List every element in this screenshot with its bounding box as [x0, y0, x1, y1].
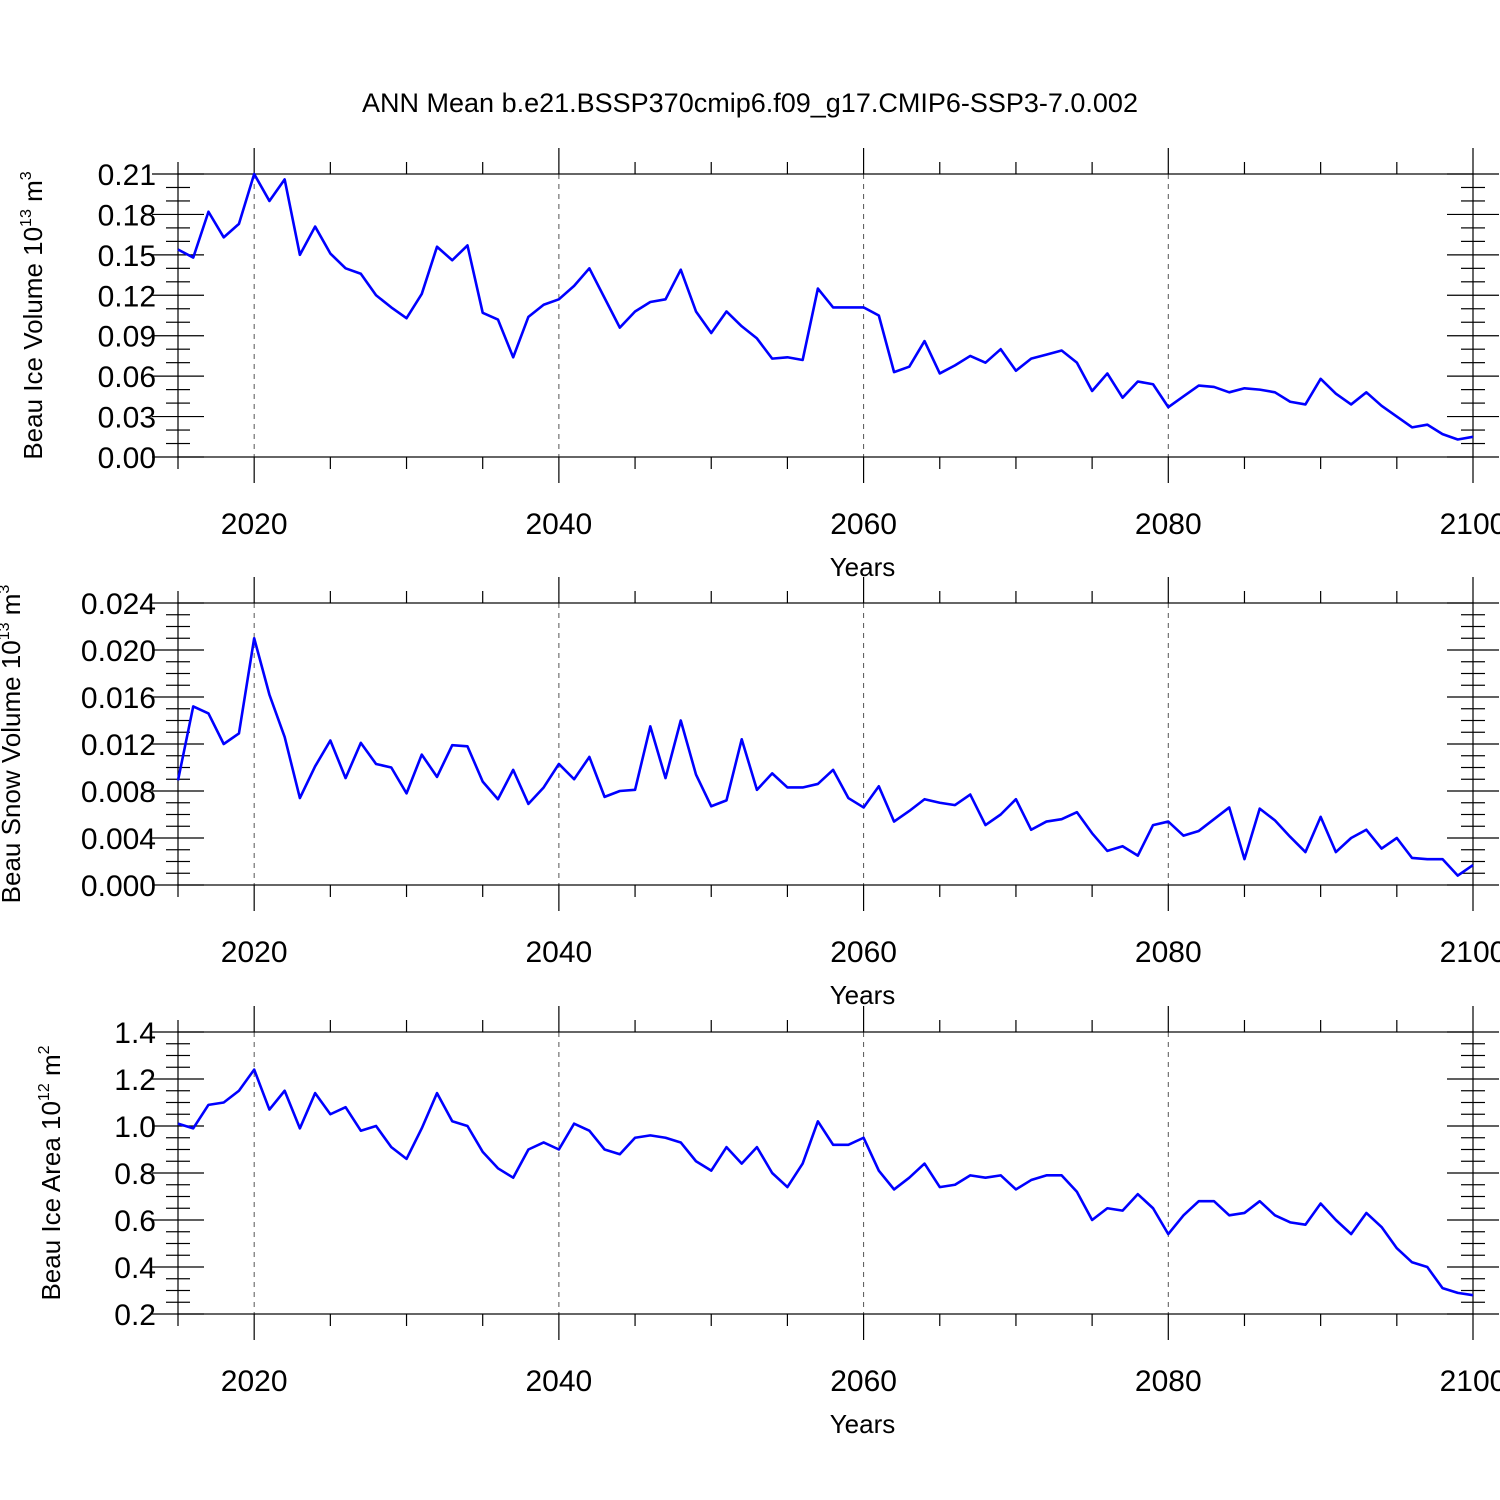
panel-ice-volume: 2020 2040 2060 2080 2100 Years 0.00 0.03 0.06 0.0…: [18, 148, 1500, 582]
ice-volume-x-tick-label: 2020: [221, 508, 288, 541]
snow-volume-y-tick-label: 0.024: [81, 588, 156, 621]
ice-volume-y-axis-title-unit: m: [18, 180, 48, 209]
panel-ice-area: 2020 2040 2060 2080 2100 Years 0.2 0.4 0.6 0.8 1.0…: [36, 1006, 1500, 1439]
ice-area-x-axis-title: Years: [830, 1409, 896, 1439]
snow-volume-y-tick-label: 0.012: [81, 729, 156, 762]
snow-volume-x-tick-label: 2100: [1440, 936, 1500, 969]
ice-volume-x-tick-label: 2040: [526, 508, 593, 541]
ice-volume-y-tick-label: 0.03: [98, 402, 156, 435]
ice-area-y-axis-title-exponent: 12: [36, 1083, 53, 1101]
snow-volume-y-tick-label: 0.008: [81, 776, 156, 809]
ice-volume-series-line: [177, 172, 1474, 441]
ice-volume-y-tick-label: 0.00: [98, 442, 156, 475]
ice-area-y-axis-title-unit-exponent: 2: [36, 1045, 53, 1054]
ice-area-y-tick-label: 1.4: [114, 1017, 156, 1050]
snow-volume-x-tick-label: 2060: [830, 936, 897, 969]
ice-volume-x-tick-label: 2100: [1440, 508, 1500, 541]
ice-area-y-tick-label: 0.6: [114, 1205, 156, 1238]
ice-area-y-tick-label: 0.2: [114, 1299, 156, 1332]
ice-volume-y-axis-title-exponent: 13: [18, 209, 35, 227]
ice-area-y-tick-label: 1.0: [114, 1111, 156, 1144]
ice-area-y-axis-title-unit: m: [36, 1054, 66, 1083]
ice-area-y-tick-label: 0.8: [114, 1158, 156, 1191]
ice-area-y-axis-title: Beau Ice Area 1012 m2: [36, 1045, 66, 1300]
snow-volume-y-tick-label: 0.004: [81, 823, 156, 856]
snow-volume-x-tick-label: 2020: [221, 936, 288, 969]
ice-area-x-tick-label: 2100: [1440, 1365, 1500, 1398]
snow-volume-y-axis-title-unit-exponent: 3: [0, 585, 13, 594]
ice-volume-x-tick-label: 2060: [830, 508, 897, 541]
snow-volume-plot-frame: [177, 602, 1474, 886]
figure-title: ANN Mean b.e21.BSSP370cmip6.f09_g17.CMIP…: [362, 88, 1138, 118]
snow-volume-y-tick-label: 0.020: [81, 635, 156, 668]
ice-volume-y-tick-label: 0.09: [98, 321, 156, 354]
ice-area-y-tick-label: 0.4: [114, 1252, 156, 1285]
snow-volume-y-tick-label: 0.000: [81, 870, 156, 903]
ice-volume-y-tick-label: 0.12: [98, 280, 156, 313]
ice-volume-y-tick-label: 0.21: [98, 159, 156, 192]
panel-snow-volume: 2020 2040 2060 2080 2100 Years 0.000 0.004 0.008…: [0, 577, 1500, 1010]
ice-volume-y-axis-title-base: Beau Ice Volume 10: [18, 227, 48, 460]
ice-area-y-tick-label: 1.2: [114, 1064, 156, 1097]
ice-area-x-tick-label: 2080: [1135, 1365, 1202, 1398]
ice-volume-y-axis-title: Beau Ice Volume 1013 m3: [18, 171, 48, 459]
snow-volume-x-tick-label: 2040: [526, 936, 593, 969]
snow-volume-y-axis-title: Beau Snow Volume 1013 m3: [0, 585, 26, 904]
ice-area-x-tick-label: 2020: [221, 1365, 288, 1398]
ice-volume-x-tick-label: 2080: [1135, 508, 1202, 541]
ice-volume-y-axis-title-unit-exponent: 3: [18, 171, 35, 180]
ice-area-x-tick-label: 2060: [830, 1365, 897, 1398]
snow-volume-y-axis-title-base: Beau Snow Volume 10: [0, 640, 26, 903]
snow-volume-y-tick-label: 0.016: [81, 682, 156, 715]
snow-volume-x-axis-title: Years: [830, 980, 896, 1010]
ice-volume-plot-frame: [177, 173, 1474, 458]
ice-volume-y-tick-label: 0.15: [98, 240, 156, 273]
ice-volume-y-tick-label: 0.18: [98, 199, 156, 232]
ice-area-x-tick-label: 2040: [526, 1365, 593, 1398]
ice-volume-y-tick-label: 0.06: [98, 361, 156, 394]
ice-area-series-line: [177, 1068, 1474, 1297]
snow-volume-y-axis-title-exponent: 13: [0, 622, 13, 640]
snow-volume-series-line: [176, 636, 1474, 877]
ice-area-y-axis-title-base: Beau Ice Area 10: [36, 1101, 66, 1300]
ice-area-plot-frame: [177, 1031, 1474, 1315]
ice-volume-x-axis-title: Years: [830, 552, 896, 582]
snow-volume-y-axis-title-unit: m: [0, 594, 26, 623]
snow-volume-x-tick-label: 2080: [1135, 936, 1202, 969]
